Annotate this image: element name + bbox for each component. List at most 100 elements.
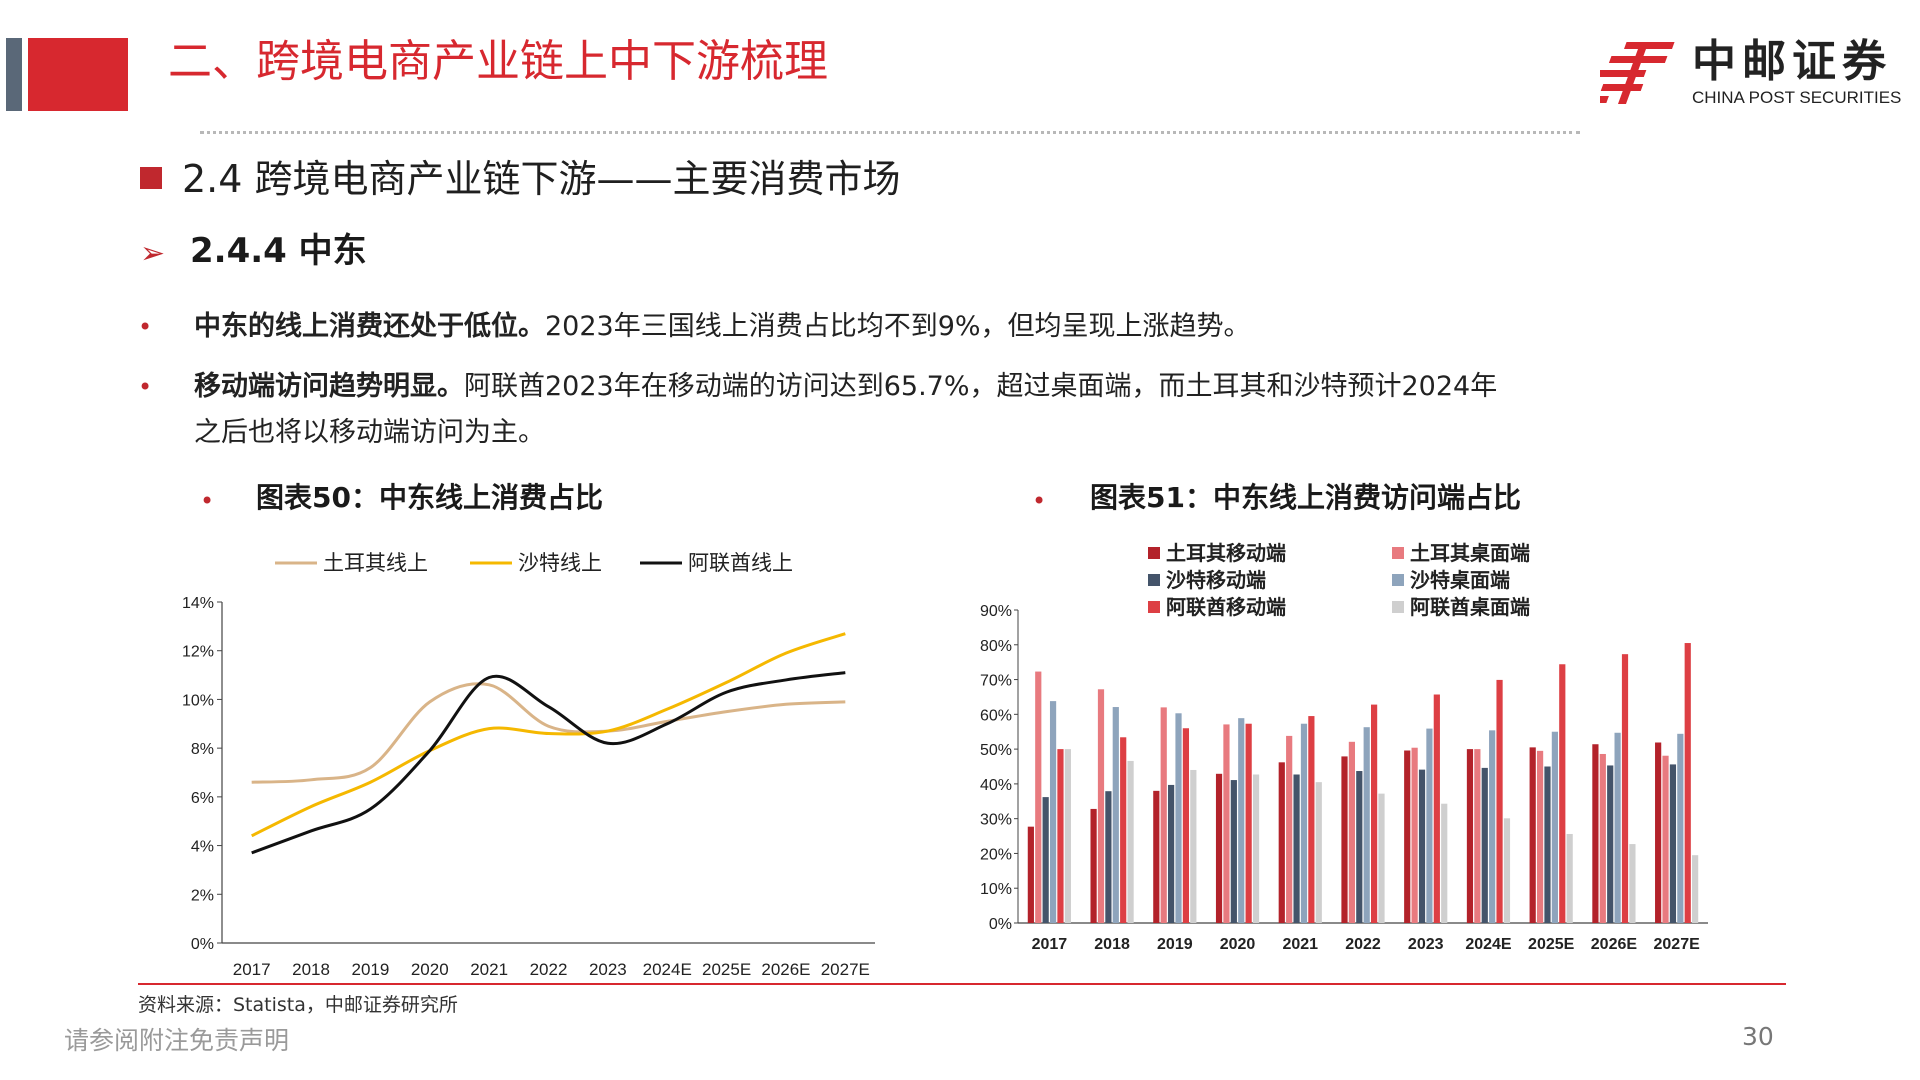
- bar: [1175, 713, 1182, 923]
- bullet-lead: 中东的线上消费还处于低位。: [194, 311, 545, 342]
- bar: [1371, 704, 1378, 923]
- series-line: [251, 671, 846, 855]
- bar: [1042, 797, 1049, 923]
- x-tick-label: 2023: [1408, 936, 1444, 953]
- bar: [1418, 769, 1426, 923]
- x-tick-label: 2017: [1032, 936, 1068, 953]
- bar: [1286, 735, 1293, 923]
- bar: [1629, 844, 1636, 923]
- brand-name-cn: 中邮证券: [1692, 36, 1892, 87]
- disclaimer-text: 请参阅附注免责声明: [64, 1026, 290, 1055]
- bar: [1544, 766, 1551, 923]
- series-line: [251, 682, 846, 784]
- y-tick-label: 60%: [980, 707, 1012, 724]
- header-red-block: [28, 38, 128, 111]
- y-tick-label: 10%: [182, 692, 214, 709]
- bar: [1466, 749, 1474, 923]
- page-title: 二、跨境电商产业链上中下游梳理: [168, 36, 828, 87]
- bar: [1215, 773, 1223, 923]
- legend-swatch: [1392, 547, 1404, 559]
- x-tick-label: 2021: [470, 960, 508, 979]
- bar: [1684, 643, 1691, 923]
- bullet-text: 2023年三国线上消费占比均不到9%，但均呈现上涨趋势。: [545, 311, 1251, 342]
- bar: [1363, 727, 1370, 923]
- chart-50-title: 图表50：中东线上消费占比: [256, 481, 603, 514]
- bar: [1503, 818, 1511, 923]
- y-tick-label: 50%: [980, 742, 1012, 759]
- x-tick-label: 2024E: [1465, 936, 1512, 953]
- bar: [1662, 755, 1669, 923]
- y-tick-label: 8%: [191, 741, 214, 758]
- bar: [1378, 793, 1385, 923]
- bar: [1278, 762, 1285, 923]
- chart-title-marker: •: [1032, 487, 1047, 515]
- bullet-marker: •: [138, 313, 153, 341]
- bar: [1669, 764, 1677, 923]
- china-post-logo-icon: [1600, 42, 1675, 104]
- header-accent-bar: [6, 38, 22, 111]
- bar: [1245, 723, 1252, 923]
- bar: [1190, 769, 1197, 923]
- bar: [1356, 771, 1363, 923]
- x-tick-label: 2017: [233, 960, 271, 979]
- y-tick-label: 20%: [980, 846, 1012, 863]
- bar: [1481, 767, 1488, 923]
- legend-label: 土耳其桌面端: [1410, 541, 1530, 565]
- bar: [1607, 765, 1614, 923]
- bar: [1057, 749, 1064, 923]
- bar: [1536, 750, 1544, 923]
- source-note: 资料来源：Statista，中邮证券研究所: [138, 994, 458, 1016]
- bar: [1182, 728, 1190, 923]
- x-tick-label: 2024E: [643, 960, 692, 979]
- legend-label: 沙特线上: [518, 552, 602, 575]
- legend-label: 阿联酋桌面端: [1410, 595, 1530, 619]
- legend-swatch: [1148, 574, 1160, 586]
- bullet-lead: 移动端访问趋势明显。: [194, 371, 464, 402]
- y-tick-label: 12%: [182, 644, 214, 661]
- footer-divider: [138, 983, 1786, 985]
- bar: [1411, 747, 1418, 923]
- bar: [1153, 790, 1160, 923]
- legend-label: 土耳其移动端: [1166, 541, 1286, 565]
- x-tick-label: 2026E: [761, 960, 810, 979]
- y-tick-label: 0%: [989, 916, 1012, 933]
- legend-swatch: [1392, 574, 1404, 586]
- y-tick-label: 6%: [191, 790, 214, 807]
- x-tick-label: 2022: [1345, 936, 1381, 953]
- y-tick-label: 0%: [191, 936, 214, 953]
- header-divider: [200, 131, 1580, 134]
- x-tick-label: 2020: [1220, 936, 1256, 953]
- bar: [1433, 694, 1440, 923]
- x-tick-label: 2027E: [1654, 936, 1701, 953]
- y-tick-label: 4%: [191, 839, 214, 856]
- bar: [1426, 728, 1433, 923]
- y-tick-label: 2%: [191, 887, 214, 904]
- x-tick-label: 2020: [411, 960, 449, 979]
- y-tick-label: 10%: [980, 881, 1012, 898]
- bar: [1441, 803, 1448, 923]
- bar: [1090, 808, 1097, 923]
- x-tick-label: 2026E: [1591, 936, 1638, 953]
- bar: [1300, 723, 1308, 923]
- bar: [1168, 784, 1175, 923]
- bar: [1160, 707, 1167, 923]
- x-tick-label: 2021: [1282, 936, 1318, 953]
- x-tick-label: 2019: [1157, 936, 1193, 953]
- legend-label: 沙特桌面端: [1410, 568, 1510, 592]
- page-number: 30: [1742, 1022, 1774, 1051]
- bullet-paragraph: 移动端访问趋势明显。阿联酋2023年在移动端的访问达到65.7%，超过桌面端，而…: [194, 364, 1497, 410]
- x-tick-label: 2022: [530, 960, 568, 979]
- bullet-paragraph-continued: 之后也将以移动端访问为主。: [194, 417, 545, 448]
- legend-swatch: [1148, 601, 1160, 613]
- subsection-title: 2.4.4 中东: [190, 231, 367, 271]
- legend-swatch: [1148, 547, 1160, 559]
- bar: [1496, 679, 1503, 923]
- x-tick-label: 2023: [589, 960, 627, 979]
- y-tick-label: 14%: [182, 595, 214, 612]
- bar: [1064, 749, 1071, 923]
- y-tick-label: 80%: [980, 638, 1012, 655]
- bar: [1655, 742, 1662, 923]
- bar: [1252, 774, 1260, 923]
- series-line: [251, 632, 846, 838]
- bar: [1223, 724, 1230, 923]
